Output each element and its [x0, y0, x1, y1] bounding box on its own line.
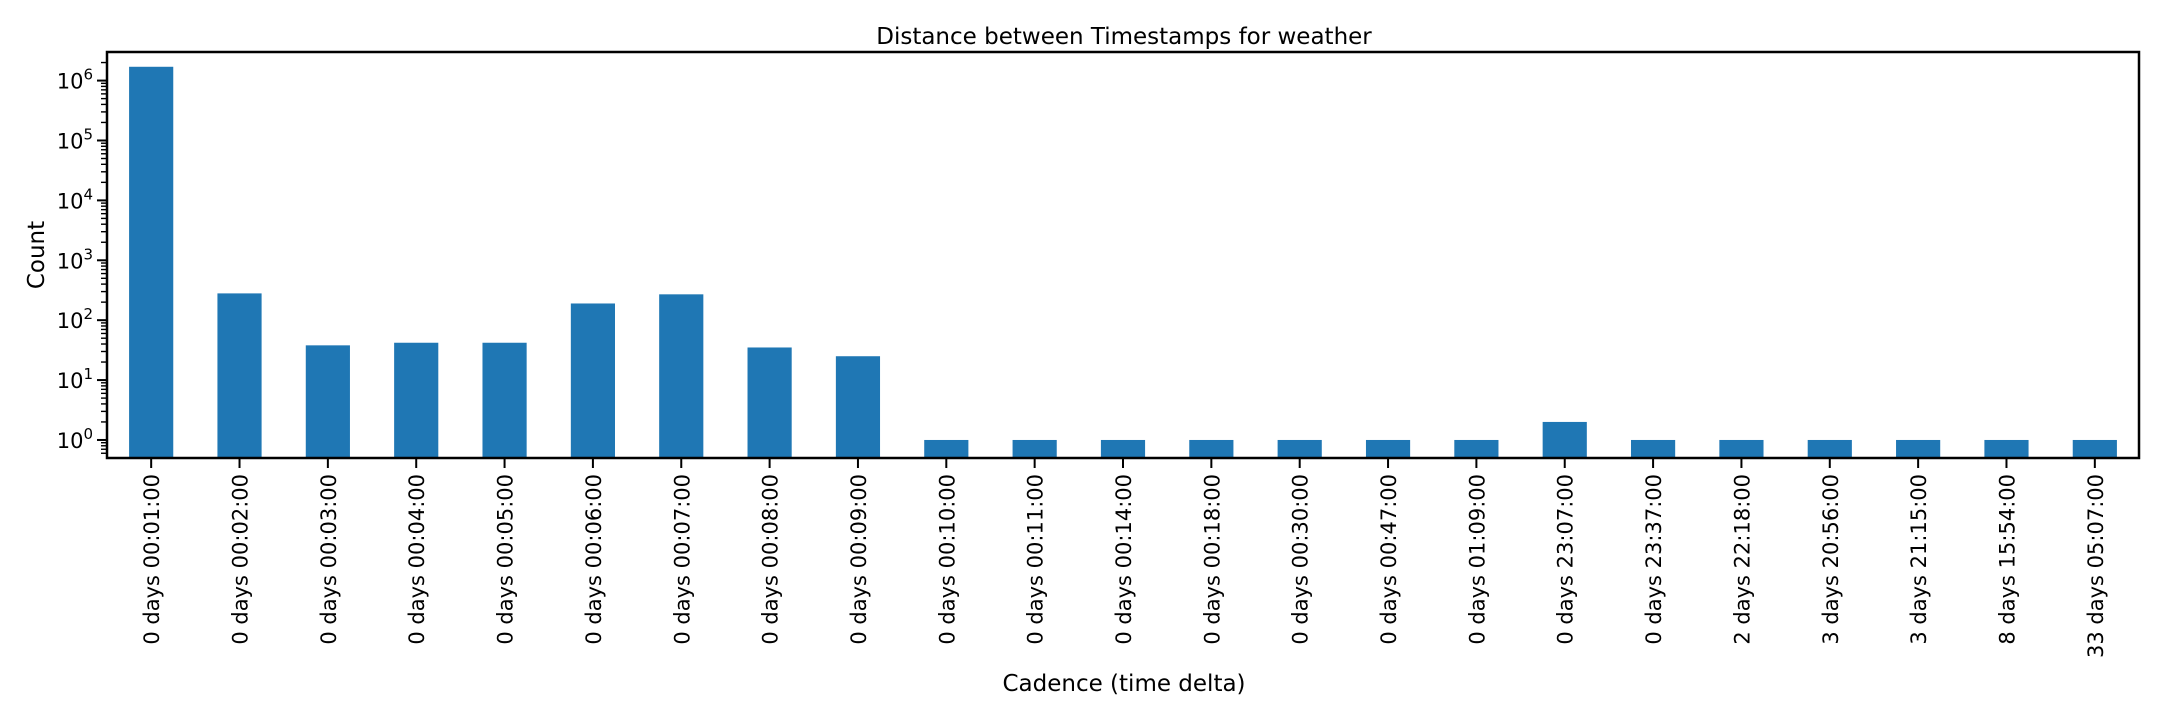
x-tick-label-3: 0 days 00:04:00 [405, 474, 429, 645]
bar-15 [1454, 439, 1499, 458]
bar-1 [217, 293, 262, 458]
bar-11 [1100, 439, 1146, 458]
x-tick-label-16: 0 days 23:07:00 [1554, 474, 1578, 645]
x-tick-label-4: 0 days 00:05:00 [494, 474, 518, 645]
x-tick-label-21: 8 days 15:54:00 [1995, 474, 2019, 645]
y-tick-label-4: 104 [57, 185, 93, 213]
bar-4 [482, 342, 527, 458]
bar-13 [1277, 439, 1322, 458]
y-tick-label-5: 105 [57, 125, 93, 153]
x-tick-label-22: 33 days 05:07:00 [2084, 474, 2108, 658]
x-tick-label-1: 0 days 00:02:00 [229, 474, 253, 645]
bar-22 [2072, 439, 2117, 458]
x-tick-label-18: 2 days 22:18:00 [1730, 474, 1754, 645]
x-tick-label-14: 0 days 00:47:00 [1377, 474, 1401, 645]
plot-frame [105, 50, 2141, 460]
bar-20 [1896, 439, 1941, 458]
x-tick-label-8: 0 days 00:09:00 [847, 474, 871, 645]
y-axis-label: Count [24, 221, 50, 289]
x-tick-label-5: 0 days 00:06:00 [582, 474, 606, 645]
x-tick-label-15: 0 days 01:09:00 [1465, 474, 1489, 645]
x-tick-label-7: 0 days 00:08:00 [759, 474, 783, 645]
bar-7 [747, 347, 792, 458]
bar-10 [1012, 439, 1057, 458]
x-tick-label-20: 3 days 21:15:00 [1907, 474, 1931, 645]
chart-title: Distance between Timestamps for weather [876, 24, 1372, 50]
bar-12 [1189, 439, 1234, 458]
y-tick-label-2: 102 [57, 305, 93, 333]
y-tick-label-6: 106 [57, 66, 93, 94]
x-tick-label-9: 0 days 00:10:00 [935, 474, 959, 645]
x-tick-label-19: 3 days 20:56:00 [1819, 474, 1843, 645]
y-tick-label-3: 103 [57, 245, 93, 273]
bar-8 [835, 356, 881, 458]
bar-9 [924, 439, 969, 458]
bar-18 [1719, 439, 1764, 458]
x-axis-label: Cadence (time delta) [1002, 671, 1245, 697]
x-tick-label-12: 0 days 00:18:00 [1200, 474, 1224, 645]
bar-3 [394, 342, 439, 458]
bar-19 [1807, 439, 1852, 458]
bar-16 [1542, 421, 1587, 458]
bar-2 [305, 345, 350, 458]
x-tick-label-11: 0 days 00:14:00 [1112, 474, 1136, 645]
y-axis-ticks: 100 101 102 103 104 105 106 [57, 61, 107, 454]
bar-14 [1365, 439, 1411, 458]
bar-6 [659, 294, 704, 458]
x-tick-label-10: 0 days 00:11:00 [1024, 474, 1048, 645]
x-tick-label-6: 0 days 00:07:00 [670, 474, 694, 645]
bar-0 [129, 66, 174, 458]
y-tick-label-0: 100 [57, 425, 93, 453]
bar-17 [1631, 439, 1676, 458]
x-axis-ticks: 0 days 00:01:00 0 days 00:02:00 0 days 00:… [140, 458, 2108, 658]
x-tick-label-2: 0 days 00:03:00 [317, 474, 341, 645]
bars-group [129, 66, 2117, 458]
bar-5 [570, 303, 615, 458]
x-tick-label-17: 0 days 23:37:00 [1642, 474, 1666, 645]
y-tick-label-1: 101 [57, 365, 93, 393]
x-tick-label-13: 0 days 00:30:00 [1289, 474, 1313, 645]
bar-21 [1984, 439, 2029, 458]
x-tick-label-0: 0 days 00:01:00 [140, 474, 164, 645]
